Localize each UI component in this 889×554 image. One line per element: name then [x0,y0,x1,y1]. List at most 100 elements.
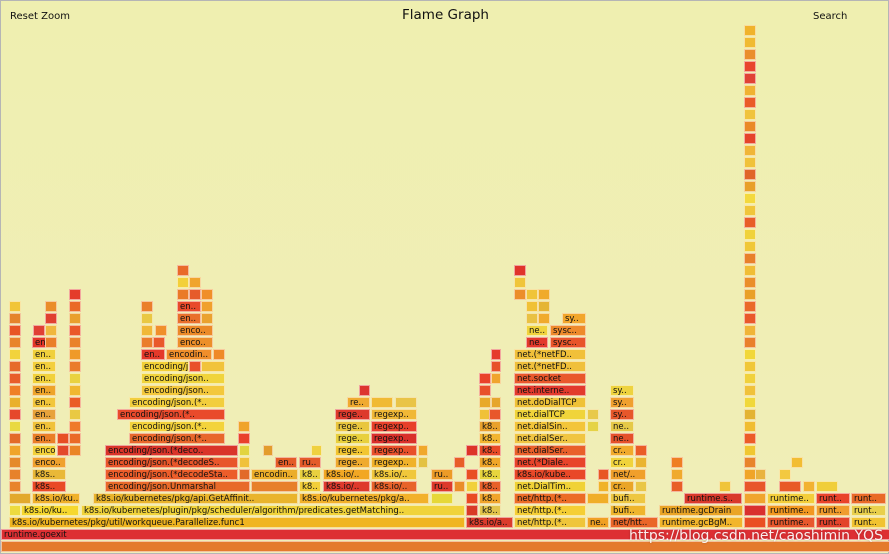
flame-frame[interactable] [201,313,213,324]
flame-frame[interactable] [141,337,153,348]
flame-frame[interactable] [744,277,756,288]
flame-frame[interactable] [201,301,213,312]
flame-frame[interactable]: k8.. [479,433,501,444]
flame-frame[interactable]: net.(*netFD.. [514,349,586,360]
flame-frame[interactable] [69,289,81,300]
flame-frame[interactable]: k8.. [299,469,321,480]
flame-frame[interactable] [671,469,683,480]
flame-frame[interactable]: k8s.. [32,469,66,480]
flame-frame[interactable]: k8s.io/kubernetes/pkg/a.. [299,493,429,504]
flame-frame[interactable] [9,361,21,372]
flame-frame[interactable] [744,205,756,216]
flame-frame[interactable]: sy.. [610,409,634,420]
flame-frame[interactable]: runtime.. [767,517,815,528]
flame-frame[interactable] [69,301,81,312]
flame-frame[interactable] [514,289,526,300]
flame-frame[interactable]: net/http.(*.. [514,493,586,504]
flame-frame[interactable] [491,361,501,372]
flame-frame[interactable] [213,349,225,360]
flame-frame[interactable]: k8.. [479,481,501,492]
flame-frame[interactable] [466,493,478,504]
flame-frame[interactable]: en.. [275,457,297,468]
flame-frame[interactable] [263,445,273,456]
flame-frame[interactable] [744,397,756,408]
flame-frame[interactable]: rege.. [335,409,370,420]
flame-frame[interactable] [69,337,81,348]
flame-frame[interactable]: encoding/json.. [141,373,225,384]
flame-frame[interactable]: net.dialTCP [514,409,586,420]
flame-frame[interactable] [239,469,250,480]
flame-frame[interactable]: en.. [177,313,201,324]
flame-frame[interactable] [744,385,756,396]
flame-frame[interactable]: k8s.io/.. [323,481,370,492]
flame-frame[interactable]: rege.. [335,433,370,444]
flame-frame[interactable]: runtime.. [767,493,815,504]
flame-frame[interactable] [177,265,189,276]
flame-frame[interactable]: k8.. [479,445,501,456]
flame-frame[interactable]: enco.. [32,457,66,468]
flame-frame[interactable] [189,289,201,300]
flame-frame[interactable] [744,493,766,504]
flame-frame[interactable]: regexp.. [371,433,417,444]
flame-frame[interactable] [251,481,298,492]
flame-frame[interactable]: rege.. [335,457,370,468]
flame-frame[interactable] [454,457,465,468]
flame-frame[interactable]: net.dialSer.. [514,445,586,456]
flame-frame[interactable]: k8s.io/.. [371,481,417,492]
flame-frame[interactable]: k8s.io/a.. [466,517,513,528]
flame-frame[interactable] [744,289,756,300]
flame-frame[interactable]: sysc.. [550,337,586,348]
flame-frame[interactable]: runtime.gcBgM.. [659,517,743,528]
flame-frame[interactable]: re.. [347,397,370,408]
flame-frame[interactable]: net/.. [610,469,646,480]
flame-frame[interactable]: net.socket [514,373,586,384]
flame-frame[interactable] [466,481,478,492]
flame-frame[interactable] [744,97,756,108]
flame-frame[interactable]: runtime.goexit [1,529,889,540]
flame-frame[interactable] [526,289,538,300]
flame-frame[interactable] [791,457,803,468]
flame-frame[interactable] [744,313,756,324]
flame-frame[interactable] [744,253,756,264]
flame-frame[interactable]: en.. [32,397,56,408]
flame-frame[interactable]: ne.. [526,337,548,348]
flame-frame[interactable]: en.. [32,385,56,396]
flame-frame[interactable] [466,469,478,480]
flame-frame[interactable] [598,469,609,480]
flame-frame[interactable]: encoding/json.(*.. [117,409,225,420]
flame-frame[interactable] [744,73,756,84]
flame-frame[interactable]: cr.. [610,457,634,468]
flame-frame[interactable] [744,505,766,516]
flame-frame[interactable] [189,361,201,372]
flame-frame[interactable] [744,361,756,372]
flame-frame[interactable] [57,445,69,456]
flame-frame[interactable]: regexp.. [371,421,417,432]
flame-frame[interactable] [719,481,731,492]
flame-frame[interactable] [587,421,599,432]
flame-frame[interactable] [744,157,756,168]
flame-frame[interactable]: en.. [141,349,165,360]
flame-frame[interactable] [201,361,225,372]
flame-frame[interactable]: encodin.. [251,469,298,480]
flame-frame[interactable] [479,373,491,384]
flame-frame[interactable] [418,457,428,468]
flame-frame[interactable] [744,61,756,72]
flame-frame[interactable]: en.. [32,433,56,444]
flame-frame[interactable]: k8s.io/kubernetes/pkg/api.GetAffinit.. [93,493,298,504]
flame-frame[interactable]: enco.. [32,445,56,456]
flame-frame[interactable]: cr.. [610,445,634,456]
flame-frame[interactable] [466,505,478,516]
flame-frame[interactable] [69,361,81,372]
flame-frame[interactable]: ne.. [526,325,548,336]
flame-frame[interactable]: encoding/json.(*decodeSta.. [105,469,238,480]
flame-frame[interactable]: en.. [32,373,56,384]
flame-frame[interactable] [538,301,550,312]
flame-frame[interactable] [238,433,250,444]
flame-frame[interactable]: encoding/json.(*.. [129,397,225,408]
flame-frame[interactable]: sy.. [610,385,634,396]
flame-frame[interactable] [9,349,21,360]
flame-frame[interactable]: rege.. [335,445,370,456]
flame-frame[interactable]: k8.. [479,469,501,480]
flame-frame[interactable]: net.dialSer.. [514,433,586,444]
flame-frame[interactable]: bufi.. [610,505,646,516]
